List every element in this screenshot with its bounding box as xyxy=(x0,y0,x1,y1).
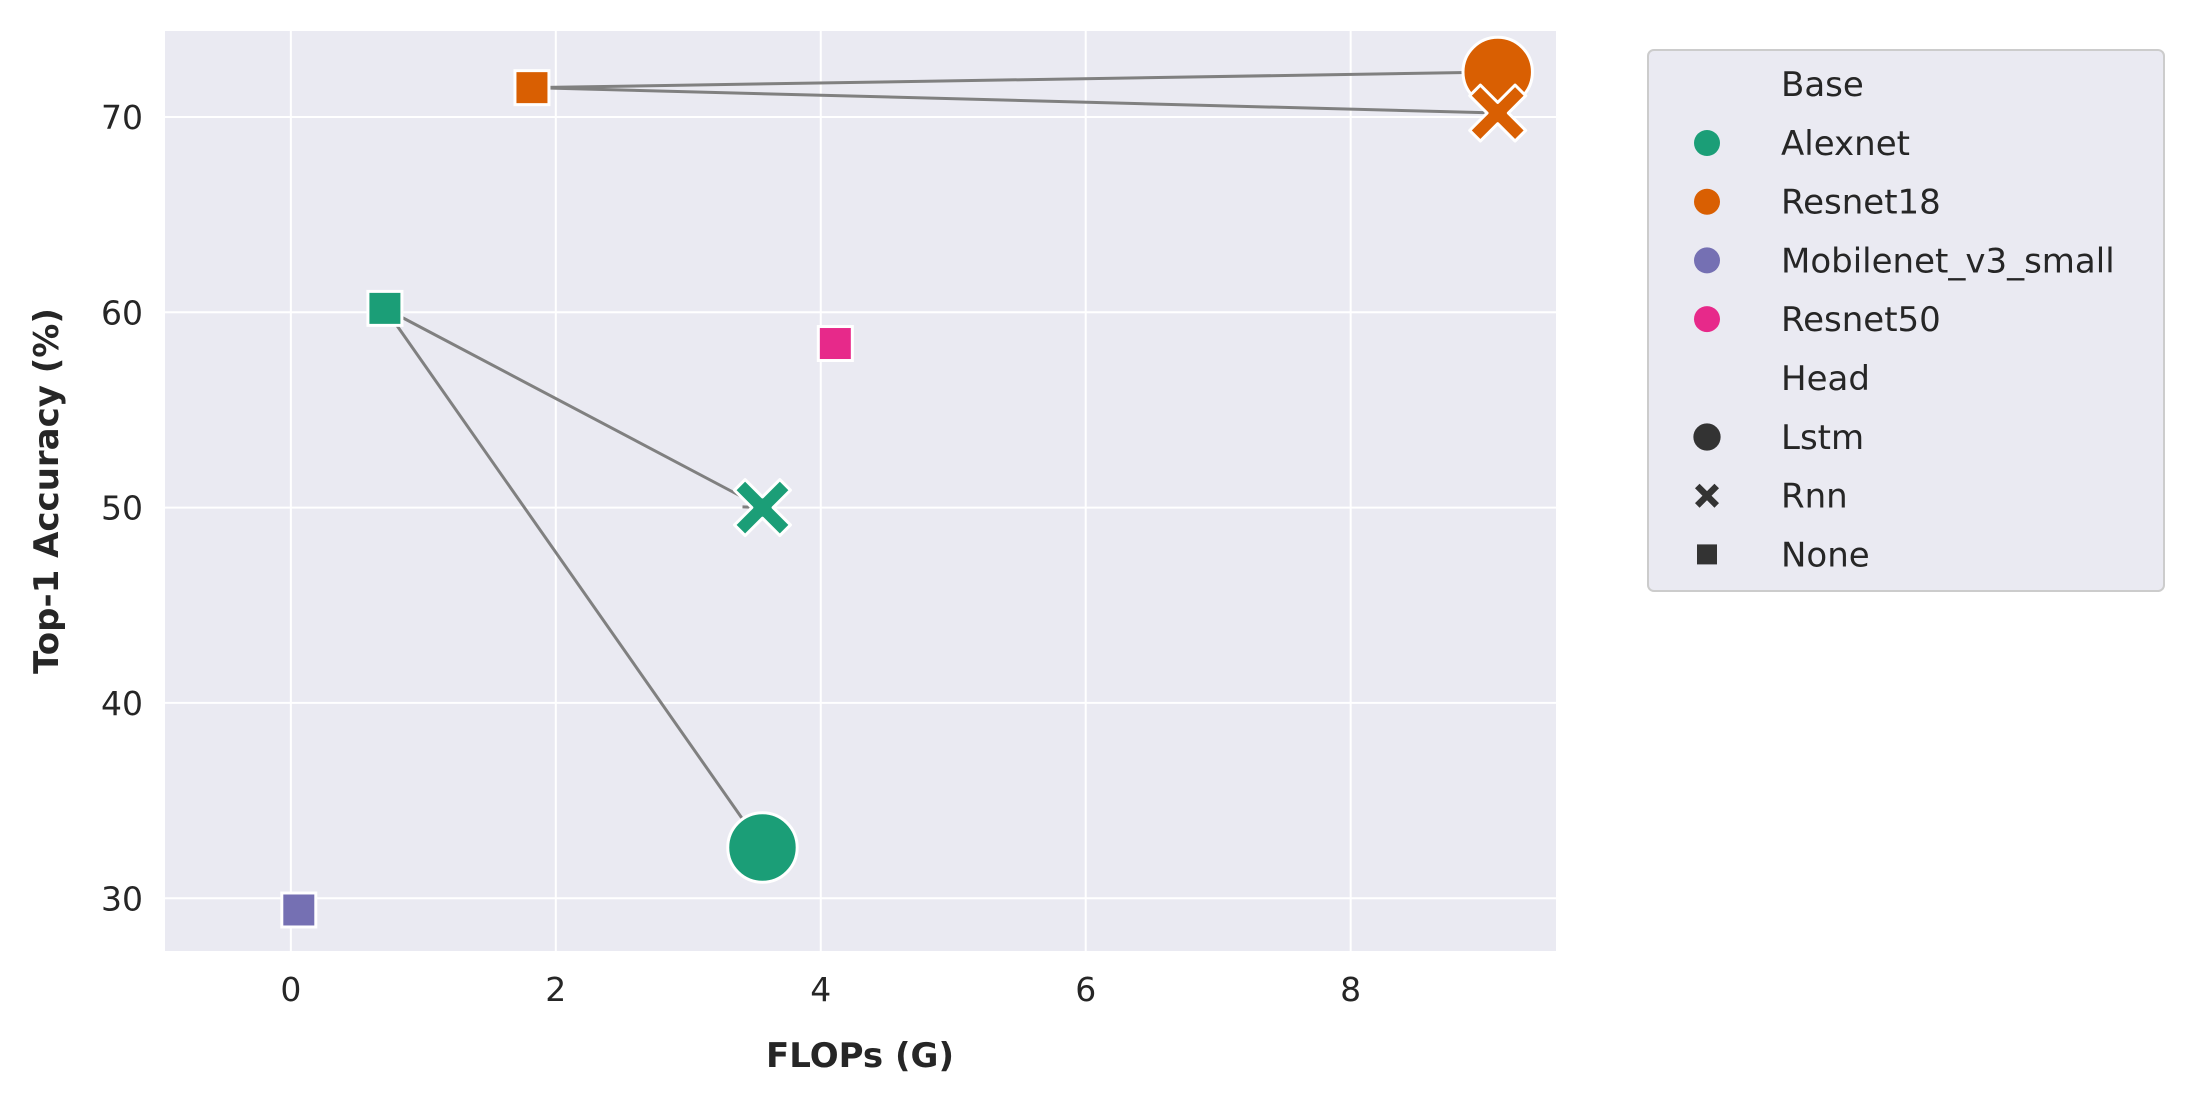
ticks: 0 2 4 6 8 30 40 50 60 70 xyxy=(101,98,1361,1009)
legend-label-mobilenet_v3_small: Mobilenet_v3_small xyxy=(1781,241,2115,281)
x-axis-title: FLOPs (G) xyxy=(766,1036,954,1076)
y-tick-label: 50 xyxy=(101,489,143,528)
x-tick-label: 6 xyxy=(1075,970,1096,1009)
x-tick-label: 4 xyxy=(810,970,831,1009)
data-points xyxy=(280,35,1534,929)
arrow-line xyxy=(531,86,1498,115)
legend-label-resnet50: Resnet50 xyxy=(1781,300,1941,340)
legend-label-resnet18: Resnet18 xyxy=(1781,183,1941,223)
legend-marker-resnet18 xyxy=(1694,188,1720,215)
legend-frame xyxy=(1647,49,2165,592)
point-alexnet-none xyxy=(366,289,404,327)
point-alexnet-rnn xyxy=(732,478,792,538)
grid xyxy=(165,31,1556,951)
x-tick-label: 0 xyxy=(280,970,301,1009)
arrow-line xyxy=(531,70,1498,90)
legend-label-lstm: Lstm xyxy=(1781,418,1864,458)
plot-background xyxy=(165,31,1556,951)
legend-marker-lstm xyxy=(1693,423,1721,451)
y-tick-label: 60 xyxy=(101,293,143,332)
legend-label-rnn: Rnn xyxy=(1781,477,1848,517)
legend-marker-none xyxy=(1697,544,1717,565)
y-axis-title: Top-1 Accuracy (%) xyxy=(27,308,67,674)
x-tick-label: 8 xyxy=(1340,970,1361,1009)
x-tick-label: 2 xyxy=(545,970,566,1009)
legend-marker-mobilenet_v3_small xyxy=(1694,247,1720,274)
legend-marker-alexnet xyxy=(1694,130,1720,156)
legend-marker-rnn xyxy=(1695,483,1719,508)
y-tick-label: 30 xyxy=(101,879,143,918)
point-mobilenet_v3_small-none xyxy=(280,891,318,929)
y-tick-label: 40 xyxy=(101,684,143,723)
arrow-line xyxy=(383,307,764,849)
legend: Base Head Alexnet Resnet18 Mobilenet_v3_sm… xyxy=(1647,49,2165,592)
point-alexnet-lstm xyxy=(726,811,799,884)
legend-head-title: Head xyxy=(1781,359,1870,399)
legend-base-title: Base xyxy=(1781,65,1864,105)
legend-marker-resnet50 xyxy=(1694,306,1720,333)
point-resnet18-rnn xyxy=(1468,83,1528,143)
point-resnet18-none xyxy=(513,69,551,107)
legend-label-alexnet: Alexnet xyxy=(1781,124,1910,164)
y-tick-label: 70 xyxy=(101,98,143,137)
point-resnet50-none xyxy=(816,325,854,363)
legend-label-none: None xyxy=(1781,535,1870,575)
arrow-line xyxy=(384,307,764,509)
